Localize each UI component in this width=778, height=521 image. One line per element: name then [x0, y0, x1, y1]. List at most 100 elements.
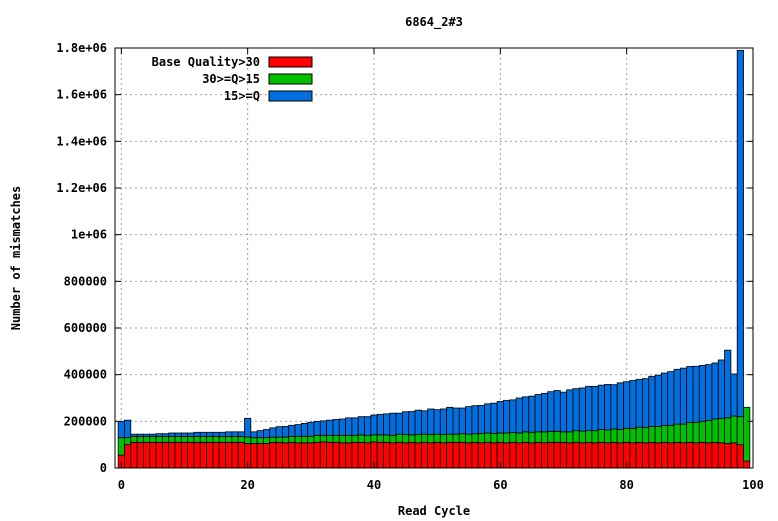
bar-segment-qlow: [307, 421, 315, 437]
bar-segment-qlow: [281, 426, 290, 438]
bar-segment-q15: [528, 431, 536, 444]
bar-segment-q15: [730, 415, 738, 444]
bar-segment-qlow: [269, 427, 277, 438]
bar-segment-q30: [547, 441, 555, 469]
bar-segment-q30: [686, 441, 694, 469]
y-tick-label: 1.2e+06: [56, 181, 107, 195]
bar-segment-q15: [610, 428, 618, 443]
bar-segment-q30: [206, 441, 214, 469]
x-tick-label: 0: [118, 478, 125, 492]
bar-segment-q15: [717, 417, 725, 444]
x-tick-label: 40: [367, 478, 381, 492]
bar-segment-qlow: [597, 384, 605, 430]
bar-segment-qlow: [711, 362, 719, 420]
bar-segment-q15: [319, 434, 328, 443]
bar-segment-qlow: [540, 392, 549, 433]
bar-segment-qlow: [490, 402, 498, 434]
bar-segment-qlow: [275, 426, 283, 438]
bar-segment-q30: [724, 443, 732, 469]
bar-segment-qlow: [642, 378, 650, 429]
bar-segment-q30: [553, 441, 561, 469]
bar-segment-qlow: [332, 419, 340, 436]
bar-segment-q30: [484, 441, 492, 469]
bar-segment-qlow: [635, 378, 643, 428]
bar-segment-q15: [515, 432, 523, 444]
bar-segment-qlow: [616, 382, 624, 430]
bar-segment-q15: [263, 437, 271, 444]
bar-segment-q30: [604, 442, 612, 469]
bar-segment-qlow: [143, 433, 151, 437]
bar-segment-q15: [578, 430, 587, 444]
bar-segment-q30: [566, 442, 574, 469]
bar-segment-q15: [161, 436, 170, 443]
bar-segment-qlow: [522, 396, 530, 433]
bar-segment-q15: [604, 429, 612, 444]
bar-segment-q30: [300, 442, 309, 469]
bar-segment-q15: [629, 427, 637, 444]
bar-segment-q15: [736, 416, 744, 446]
bar-segment-qlow: [705, 364, 713, 422]
bar-segment-q30: [231, 441, 239, 469]
bar-segment-qlow: [452, 407, 460, 435]
bar-segment-q30: [509, 441, 517, 469]
bar-segment-qlow: [623, 381, 631, 429]
bar-segment-q15: [130, 436, 138, 443]
bar-segment-q30: [420, 441, 429, 469]
bar-segment-qlow: [610, 384, 618, 430]
bar-segment-q15: [376, 434, 384, 443]
bar-segment-q15: [218, 436, 226, 443]
bar-segment-q15: [477, 433, 485, 444]
bar-segment-q15: [635, 426, 643, 443]
bar-segment-qlow: [686, 366, 694, 423]
bar-segment-qlow: [250, 431, 258, 439]
bar-segment-qlow: [338, 418, 346, 436]
bar-segment-q30: [326, 441, 334, 469]
bar-segment-q15: [275, 436, 283, 443]
bar-segment-q30: [578, 442, 587, 469]
bar-segment-qlow: [465, 406, 473, 435]
bar-segment-q15: [174, 436, 182, 443]
bar-segment-qlow: [117, 420, 125, 439]
bar-segment-q15: [484, 432, 492, 443]
bar-segment-qlow: [496, 401, 504, 434]
bar-segment-qlow: [730, 373, 738, 417]
bar-segment-q30: [212, 441, 220, 469]
bar-segment-qlow: [395, 412, 403, 435]
legend-label: 15>=Q: [224, 89, 260, 103]
bar-segment-qlow: [578, 387, 587, 432]
bar-segment-q30: [408, 441, 416, 469]
bar-segment-qlow: [698, 364, 707, 422]
bar-segment-q15: [534, 431, 542, 443]
bar-segment-qlow: [294, 424, 302, 437]
bar-segment-qlow: [477, 405, 485, 434]
bar-segment-q30: [130, 441, 138, 469]
bar-segment-q30: [307, 442, 315, 469]
bar-segment-q30: [288, 441, 296, 469]
bar-segment-q15: [206, 436, 214, 443]
bar-segment-q30: [193, 441, 201, 469]
bar-segment-qlow: [661, 372, 669, 426]
bar-segment-q15: [553, 430, 561, 443]
ticks: 0 200000 400000 600000 800000 1e+06 1.2e+06 1.4…: [56, 41, 763, 492]
bar-segment-qlow: [389, 412, 397, 436]
bar-segment-qlow: [326, 419, 334, 436]
bar-segment-q15: [743, 406, 751, 462]
bar-segment-q30: [503, 442, 511, 469]
bar-segment-qlow: [515, 397, 523, 434]
bar-segment-q15: [136, 436, 144, 443]
bar-segment-q30: [237, 441, 245, 469]
bar-segment-qlow: [187, 432, 195, 437]
bar-segment-q15: [509, 432, 517, 443]
bar-segment-q15: [679, 423, 688, 444]
bar-segment-q15: [698, 420, 707, 443]
bar-segment-q30: [528, 442, 536, 469]
bar-segment-q30: [730, 442, 738, 469]
bar-segment-qlow: [509, 399, 517, 433]
bar-segment-q15: [420, 433, 429, 443]
bar-segment-q15: [642, 427, 650, 444]
bar-segment-q15: [648, 426, 656, 443]
bar-segment-qlow: [547, 391, 555, 432]
chart-title: 6864_2#3: [405, 15, 463, 30]
bar-segment-q15: [338, 434, 346, 444]
